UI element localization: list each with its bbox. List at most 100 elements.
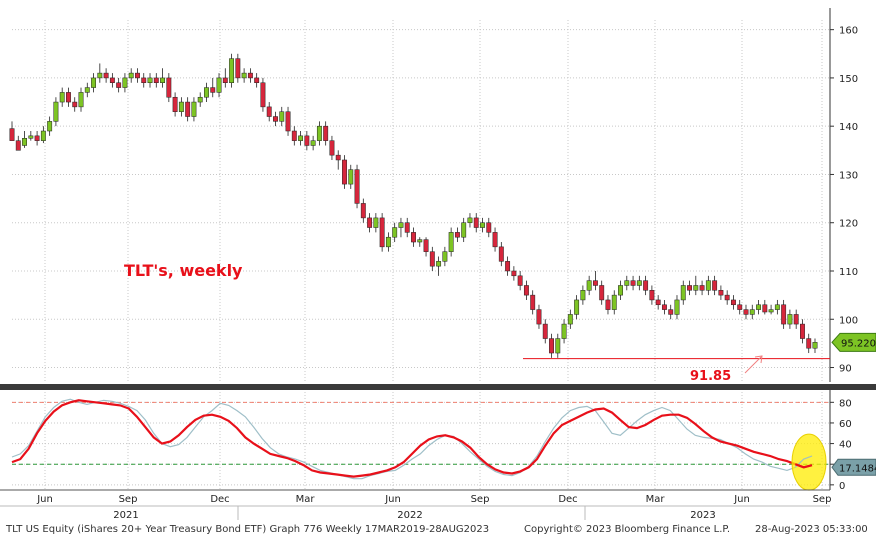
candle (385, 232, 391, 252)
candle-body (103, 72, 109, 79)
candle-body (555, 338, 561, 354)
candle-body (197, 96, 203, 103)
candle-body (768, 309, 774, 313)
candle (178, 97, 184, 117)
candle-body (448, 232, 454, 252)
candle-body (661, 304, 667, 310)
candle-body (342, 159, 347, 185)
candle (448, 227, 454, 257)
candle-body (756, 304, 761, 310)
candle (160, 68, 166, 88)
chart-annotation-title: TLT's, weekly (124, 261, 243, 280)
candle (505, 256, 511, 276)
candle (204, 82, 209, 103)
candle (141, 73, 147, 88)
candle-body (109, 77, 115, 83)
candle-body (624, 280, 630, 286)
candle (153, 73, 159, 88)
candle (72, 97, 78, 112)
candle (191, 97, 197, 122)
candlestick-series (9, 53, 818, 358)
candle-body (592, 280, 598, 286)
candle-body (680, 285, 686, 301)
candle (316, 121, 322, 146)
oscillator-tick-label: 0 (839, 481, 845, 492)
candle-body (298, 135, 304, 141)
candle (781, 299, 787, 329)
candle (661, 299, 667, 315)
candle-body (417, 239, 423, 243)
candle (53, 97, 59, 127)
candle (674, 295, 680, 320)
candle-body (222, 77, 228, 83)
candle (473, 213, 479, 233)
candle-body (561, 323, 567, 339)
candle-body (749, 309, 755, 315)
candle-body (116, 82, 122, 88)
oscillator-tick-label: 80 (839, 398, 852, 409)
candle-body (373, 217, 379, 228)
candle-body (210, 87, 216, 93)
candle (636, 275, 642, 291)
chart-canvas: 90100110120130140150160020406080JunSepDe… (0, 8, 876, 521)
candle-body (354, 169, 360, 204)
candle (536, 304, 542, 329)
candle-body (693, 285, 699, 291)
price-tick-label: 100 (839, 315, 858, 326)
candle-body (323, 125, 329, 141)
candle-body (505, 261, 511, 272)
candle-body (141, 77, 147, 83)
candle-body (254, 77, 260, 83)
candle (436, 256, 442, 276)
candle-body (724, 294, 730, 301)
candle (655, 295, 661, 310)
footer-timestamp: 28-Aug-2023 05:33:00 (755, 524, 868, 535)
candle (787, 309, 793, 329)
oscillator-tick-label: 40 (839, 440, 852, 451)
month-tick-label: Dec (558, 494, 577, 505)
candle (229, 53, 235, 88)
candle (291, 126, 297, 146)
candle-body (398, 222, 404, 228)
candle (40, 126, 46, 144)
month-tick-label: Jun (733, 494, 750, 505)
candle-body (78, 92, 84, 108)
candle (210, 77, 216, 98)
candle (442, 246, 448, 267)
candle (128, 68, 134, 83)
candle-body (655, 299, 661, 306)
candle (523, 280, 529, 300)
candle-body (153, 77, 159, 83)
candle-body (59, 92, 65, 103)
candle-body (385, 236, 391, 248)
footer-source: TLT US Equity (iShares 20+ Year Treasury… (6, 524, 490, 535)
support-arrow (744, 355, 763, 374)
candle-body (291, 130, 297, 141)
candle (135, 68, 140, 83)
candle-body (712, 280, 718, 291)
price-grid (12, 20, 830, 382)
candle-body (517, 275, 523, 286)
candle-body (467, 217, 473, 223)
candle (624, 275, 630, 291)
candle-body (97, 72, 103, 79)
candle (680, 280, 686, 305)
candle (323, 121, 329, 146)
year-tick-label: 2022 (397, 510, 422, 521)
candle-body (285, 111, 291, 132)
candle (235, 53, 241, 83)
candle-body (204, 87, 209, 98)
candle (360, 198, 366, 223)
candle-body (800, 323, 805, 339)
candle (241, 68, 247, 83)
candle-body (730, 299, 736, 306)
candle (649, 285, 655, 305)
candle-body (316, 125, 322, 141)
candle (354, 164, 360, 209)
candle-body (235, 58, 241, 79)
candle (793, 309, 799, 329)
candle (806, 333, 812, 354)
candle (599, 280, 605, 305)
candle-body (241, 72, 247, 79)
candle (367, 213, 373, 233)
